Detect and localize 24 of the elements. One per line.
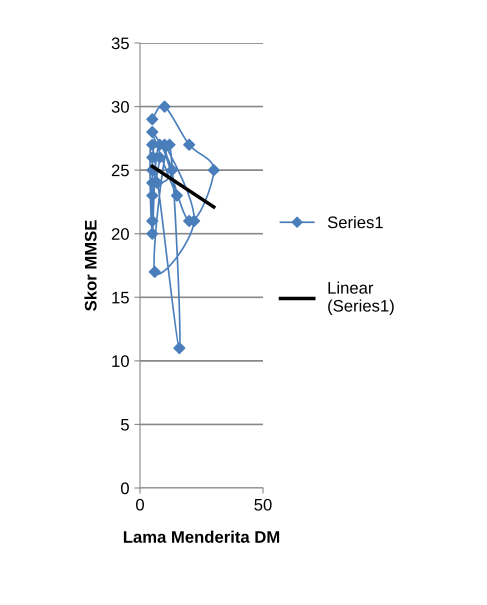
point	[146, 214, 158, 228]
point	[166, 164, 178, 176]
legend-label: Linear (Series1)	[328, 282, 394, 316]
point	[148, 266, 161, 278]
point	[183, 138, 196, 151]
y-tick-label: 15	[112, 292, 129, 304]
y-tick-label: 20	[112, 228, 129, 240]
point	[146, 126, 158, 138]
point	[146, 228, 158, 240]
y-tick-label: 25	[112, 164, 129, 176]
x-axis-title: Lama Menderita DM	[124, 530, 280, 543]
legend-label: Series1	[328, 216, 383, 228]
point	[158, 100, 171, 113]
point	[146, 113, 158, 126]
y-tick-label: 5	[120, 419, 129, 431]
y-tick-label: 30	[112, 100, 129, 113]
point	[170, 189, 183, 202]
y-tick-label: 0	[120, 482, 129, 494]
x-tick-label: 50	[254, 498, 272, 511]
y-tick-label: 10	[112, 355, 129, 368]
point	[208, 164, 220, 176]
y-tick-label: 35	[112, 37, 129, 50]
point	[173, 342, 186, 354]
y-axis-title: Skor MMSE	[84, 220, 97, 311]
